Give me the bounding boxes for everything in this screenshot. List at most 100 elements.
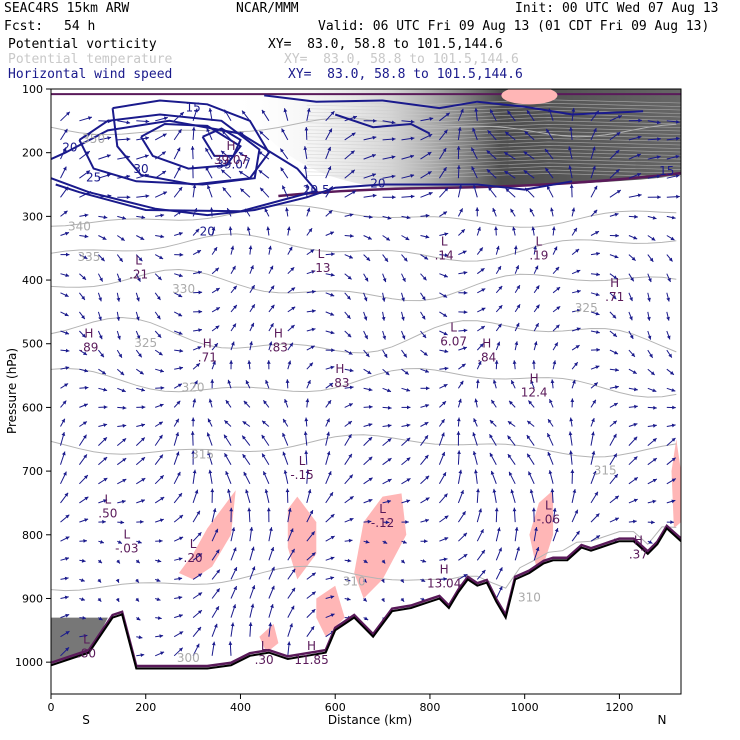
wind-vector-head (458, 469, 463, 474)
wind-vector-head (443, 313, 447, 317)
wind-vector-head (88, 116, 92, 120)
wind-vector-head (232, 265, 236, 270)
wind-vector-head (533, 245, 537, 250)
wind-vector-head (330, 365, 335, 370)
wind-vector-head (98, 616, 103, 621)
wind-vector-head (115, 578, 120, 583)
wind-vector-head (352, 190, 356, 195)
wind-vector-head (158, 421, 163, 426)
wind-vector-head (575, 345, 580, 349)
wind-vector-head (381, 316, 386, 321)
wind-vector-head (141, 423, 145, 428)
field-pv-name: Potential vorticity (8, 37, 157, 52)
wind-vector-head (492, 208, 496, 212)
wind-vector-head (634, 387, 638, 392)
wind-vector-head (305, 469, 310, 474)
wind-vector-head (513, 245, 518, 250)
wind-vector-head (400, 559, 405, 564)
wind-vector-head (387, 216, 392, 220)
wind-vector-head (100, 257, 105, 262)
pv-streak (306, 162, 681, 168)
wind-vector-head (66, 252, 70, 257)
plot-frame (50, 88, 682, 695)
wind-vector-head (595, 513, 600, 518)
wind-vector-head (120, 371, 125, 376)
wind-vector-head (481, 307, 486, 312)
wind-vector-head (179, 348, 184, 353)
wind-vector-head (63, 166, 67, 171)
wind-vector-head (160, 213, 165, 218)
extremum-value: 13.04 (427, 576, 461, 590)
wind-contour-layer (51, 94, 644, 217)
wind-vector-head (117, 278, 122, 283)
wind-vector-head (177, 211, 182, 215)
wind-vector-head (421, 315, 426, 320)
wind-vector-head (65, 366, 70, 370)
wind-vector-head (103, 499, 108, 503)
wind-vector-head (83, 255, 88, 259)
pv-streak (306, 127, 681, 133)
wind-vector-head (264, 489, 269, 493)
wind-vector-head (136, 297, 140, 302)
wind-vector-head (306, 108, 311, 112)
wind-vector-head (461, 363, 466, 368)
extremum-value: .21 (129, 268, 148, 282)
wind-vector-head (462, 250, 467, 255)
wind-vector-head (406, 457, 411, 462)
wind-vector-head (63, 210, 68, 215)
y-axis-label: Pressure (hPa) (5, 348, 19, 434)
wind-vector-head (263, 471, 267, 476)
wind-vector-head (442, 148, 447, 152)
wind-vector-head (232, 323, 236, 328)
wind-vector-head (671, 499, 676, 504)
wind-speed-contour (51, 119, 319, 213)
wind-vector-head (179, 515, 183, 519)
wind-vector-head (421, 296, 426, 301)
extremum-value: .89 (79, 341, 98, 355)
wind-vector-head (224, 109, 228, 114)
wind-vector-head (121, 388, 126, 393)
wind-contour-label: 30 (133, 162, 148, 176)
wind-vector-head (227, 489, 231, 493)
wind-vector-head (191, 127, 196, 131)
wind-vector-head (472, 127, 476, 132)
wind-vector-head (427, 171, 432, 175)
theta-contour-label: 325 (134, 336, 157, 350)
wind-vector-head (351, 132, 356, 137)
wind-vector-head (457, 127, 462, 131)
wind-vector-head (555, 324, 560, 329)
wind-vector-head (573, 227, 577, 232)
wind-vector-head (505, 188, 510, 193)
wind-vector-head (230, 622, 235, 627)
wind-vector-head (576, 289, 581, 294)
wind-vector-head (498, 547, 502, 552)
wind-vector-head (403, 353, 407, 358)
wind-vector-head (636, 153, 641, 158)
wind-vector-head (215, 307, 220, 311)
wind-vector-head (633, 436, 638, 441)
wind-vector-head (122, 479, 127, 483)
wind-vector-head (647, 297, 651, 302)
wind-vector-head (194, 108, 198, 113)
wind-vector-head (305, 398, 310, 403)
wind-vector-head (460, 108, 464, 113)
wind-vector-head (126, 120, 131, 125)
wind-vector-head (383, 353, 388, 358)
wind-vector-head (64, 312, 69, 316)
wind-vector-head (472, 451, 477, 455)
wind-vector-head (225, 400, 230, 404)
wind-vector-head (103, 405, 108, 410)
wind-vector-head (648, 278, 652, 283)
wind-contour-label: 20 (370, 177, 385, 191)
wind-vector-head (242, 454, 247, 459)
wind-vector-head (157, 616, 162, 620)
extremum-value: .71 (605, 290, 624, 304)
wind-vector-head (515, 322, 520, 327)
pv-streak (306, 138, 681, 144)
wind-vector-head (445, 112, 450, 117)
extremum-value: .50 (98, 506, 117, 520)
wind-vector-head (198, 270, 202, 275)
wind-vector-head (638, 118, 642, 123)
extremum-marker: L (536, 234, 543, 248)
wind-vector-head (401, 297, 405, 302)
